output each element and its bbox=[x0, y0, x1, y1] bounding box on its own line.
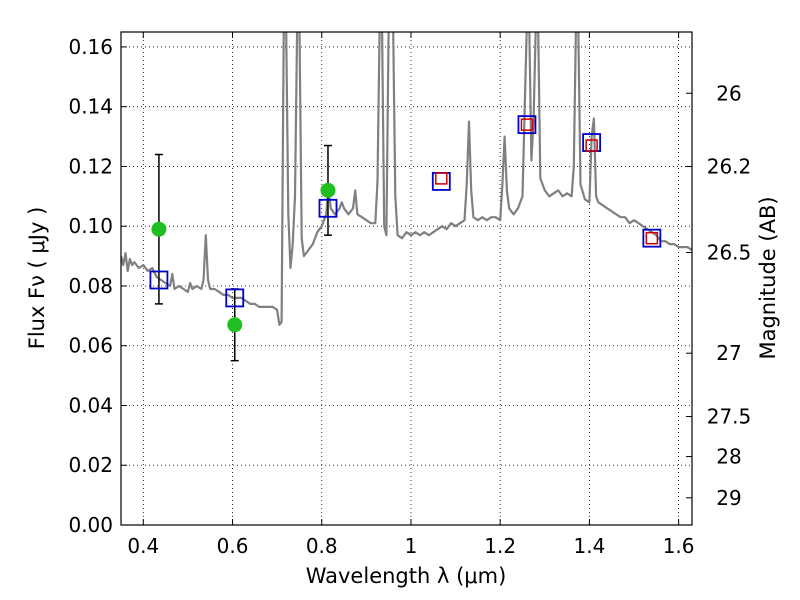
x-axis-label: Wavelength λ (μm) bbox=[306, 564, 507, 588]
x-tick-label: 0.4 bbox=[127, 534, 159, 558]
observed-point bbox=[320, 182, 336, 198]
x-tick-label: 0.6 bbox=[217, 534, 249, 558]
y2-tick-label: 26.2 bbox=[707, 154, 752, 178]
y-tick-label: 0.02 bbox=[68, 453, 113, 477]
x-tick-label: 1.6 bbox=[663, 534, 695, 558]
y-tick-label: 0.14 bbox=[68, 95, 113, 119]
y2-tick-label: 27.5 bbox=[707, 405, 752, 429]
model-red-square bbox=[645, 231, 659, 245]
model-red-square bbox=[585, 139, 598, 152]
y2-tick-label: 26 bbox=[716, 81, 741, 105]
model-red-square bbox=[520, 118, 534, 131]
model-blue-square bbox=[318, 198, 338, 218]
y-tick-label: 0.04 bbox=[68, 393, 113, 417]
y-tick-label: 0.08 bbox=[68, 274, 113, 298]
ticks: 0.4 0.6 0.8 1 1.2 1.4 1.6 0.00 0.02 0.04 0.06 0.08 0… bbox=[68, 32, 751, 558]
y-tick-label: 0.12 bbox=[68, 154, 113, 178]
x-tick-label: 1.4 bbox=[573, 534, 605, 558]
model-blue-square bbox=[642, 228, 662, 248]
y2-tick-label: 28 bbox=[716, 445, 741, 469]
spectrum-line bbox=[121, 32, 692, 326]
plot-frame bbox=[120, 31, 693, 526]
model-red-square bbox=[435, 172, 448, 185]
data-layer bbox=[121, 32, 692, 362]
y-tick-label: 0.16 bbox=[68, 35, 113, 59]
y-tick-label: 0.10 bbox=[68, 214, 113, 238]
observed-point bbox=[151, 221, 167, 237]
y2-tick-label: 29 bbox=[716, 486, 741, 510]
model-blue-square bbox=[517, 115, 537, 135]
observed-point bbox=[227, 317, 243, 333]
x-tick-label: 1 bbox=[405, 534, 418, 558]
y-tick-label: 0.06 bbox=[68, 334, 113, 358]
y2-tick-label: 27 bbox=[716, 341, 741, 365]
x-tick-label: 0.8 bbox=[306, 534, 338, 558]
x-tick-label: 1.2 bbox=[484, 534, 516, 558]
y2-tick-label: 26.5 bbox=[707, 241, 752, 265]
y2-axis-label: Magnitude (AB) bbox=[756, 196, 780, 359]
model-blue-square bbox=[225, 288, 245, 308]
y-axis-label: Flux Fν ( μJy ) bbox=[25, 207, 49, 350]
model-blue-square bbox=[149, 270, 169, 290]
y-tick-label: 0.00 bbox=[68, 513, 113, 537]
grid bbox=[121, 32, 692, 526]
